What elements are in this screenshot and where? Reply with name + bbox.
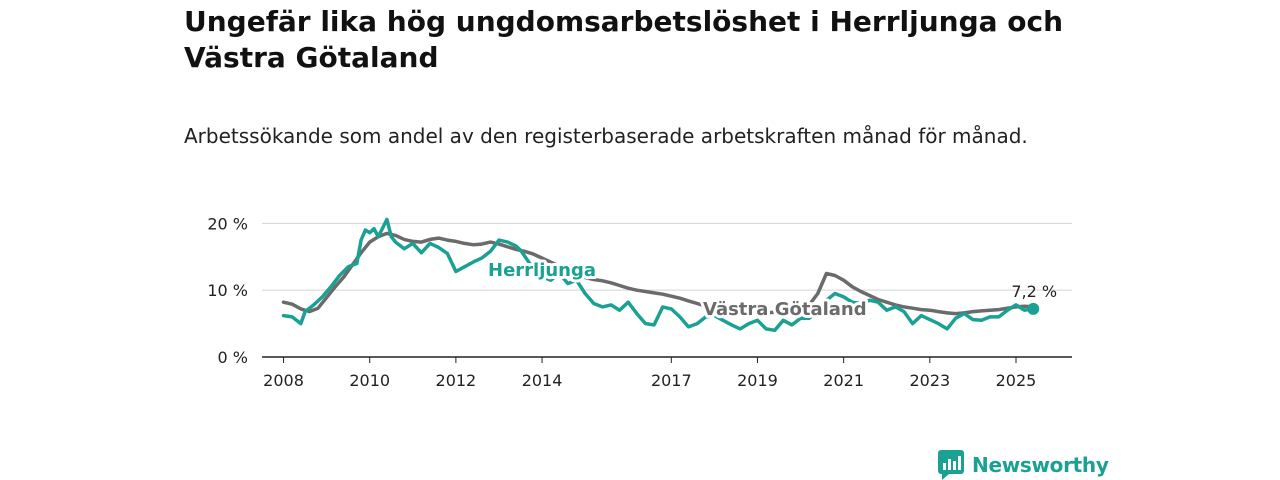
series-labels: 7,2 % Herrljunga Västra Götaland (485, 257, 1057, 323)
series-line-vastra-gotaland (281, 231, 1035, 316)
series-label-herrljunga: Herrljunga (488, 260, 596, 281)
chart-subtitle: Arbetssökande som andel av den registerb… (184, 124, 1028, 148)
y-tick-label: 20 % (207, 214, 248, 233)
series-line-herrljunga (281, 217, 1035, 333)
x-tick-label: 2017 (651, 371, 692, 390)
gridlines (262, 222, 1072, 291)
y-axis-ticks: 0 % 10 % 20 % (207, 214, 248, 367)
chart-title: Ungefär lika hög ungdomsarbetslöshet i H… (184, 5, 1064, 74)
y-tick-label: 10 % (207, 281, 248, 300)
x-tick-label: 2014 (522, 371, 563, 390)
x-tick-label: 2012 (436, 371, 477, 390)
series-label-vastra-gotaland: Västra Götaland (703, 299, 867, 320)
x-tick-label: 2019 (737, 371, 778, 390)
end-point-marker (1027, 302, 1040, 315)
newsworthy-logo[interactable]: Newsworthy (938, 450, 1109, 480)
x-axis: 2008 2010 2012 2014 2017 2019 2021 2023 2025 (262, 356, 1072, 390)
newsworthy-logo-text: Newsworthy (972, 453, 1109, 477)
x-tick-label: 2008 (263, 371, 304, 390)
series-lines (281, 217, 1040, 333)
y-tick-label: 0 % (218, 348, 248, 367)
x-tick-label: 2025 (996, 371, 1037, 390)
newsworthy-logo-icon (938, 450, 964, 480)
end-value-label: 7,2 % (1011, 282, 1057, 301)
x-tick-label: 2021 (823, 371, 864, 390)
x-tick-label: 2010 (349, 371, 390, 390)
x-tick-label: 2023 (909, 371, 950, 390)
